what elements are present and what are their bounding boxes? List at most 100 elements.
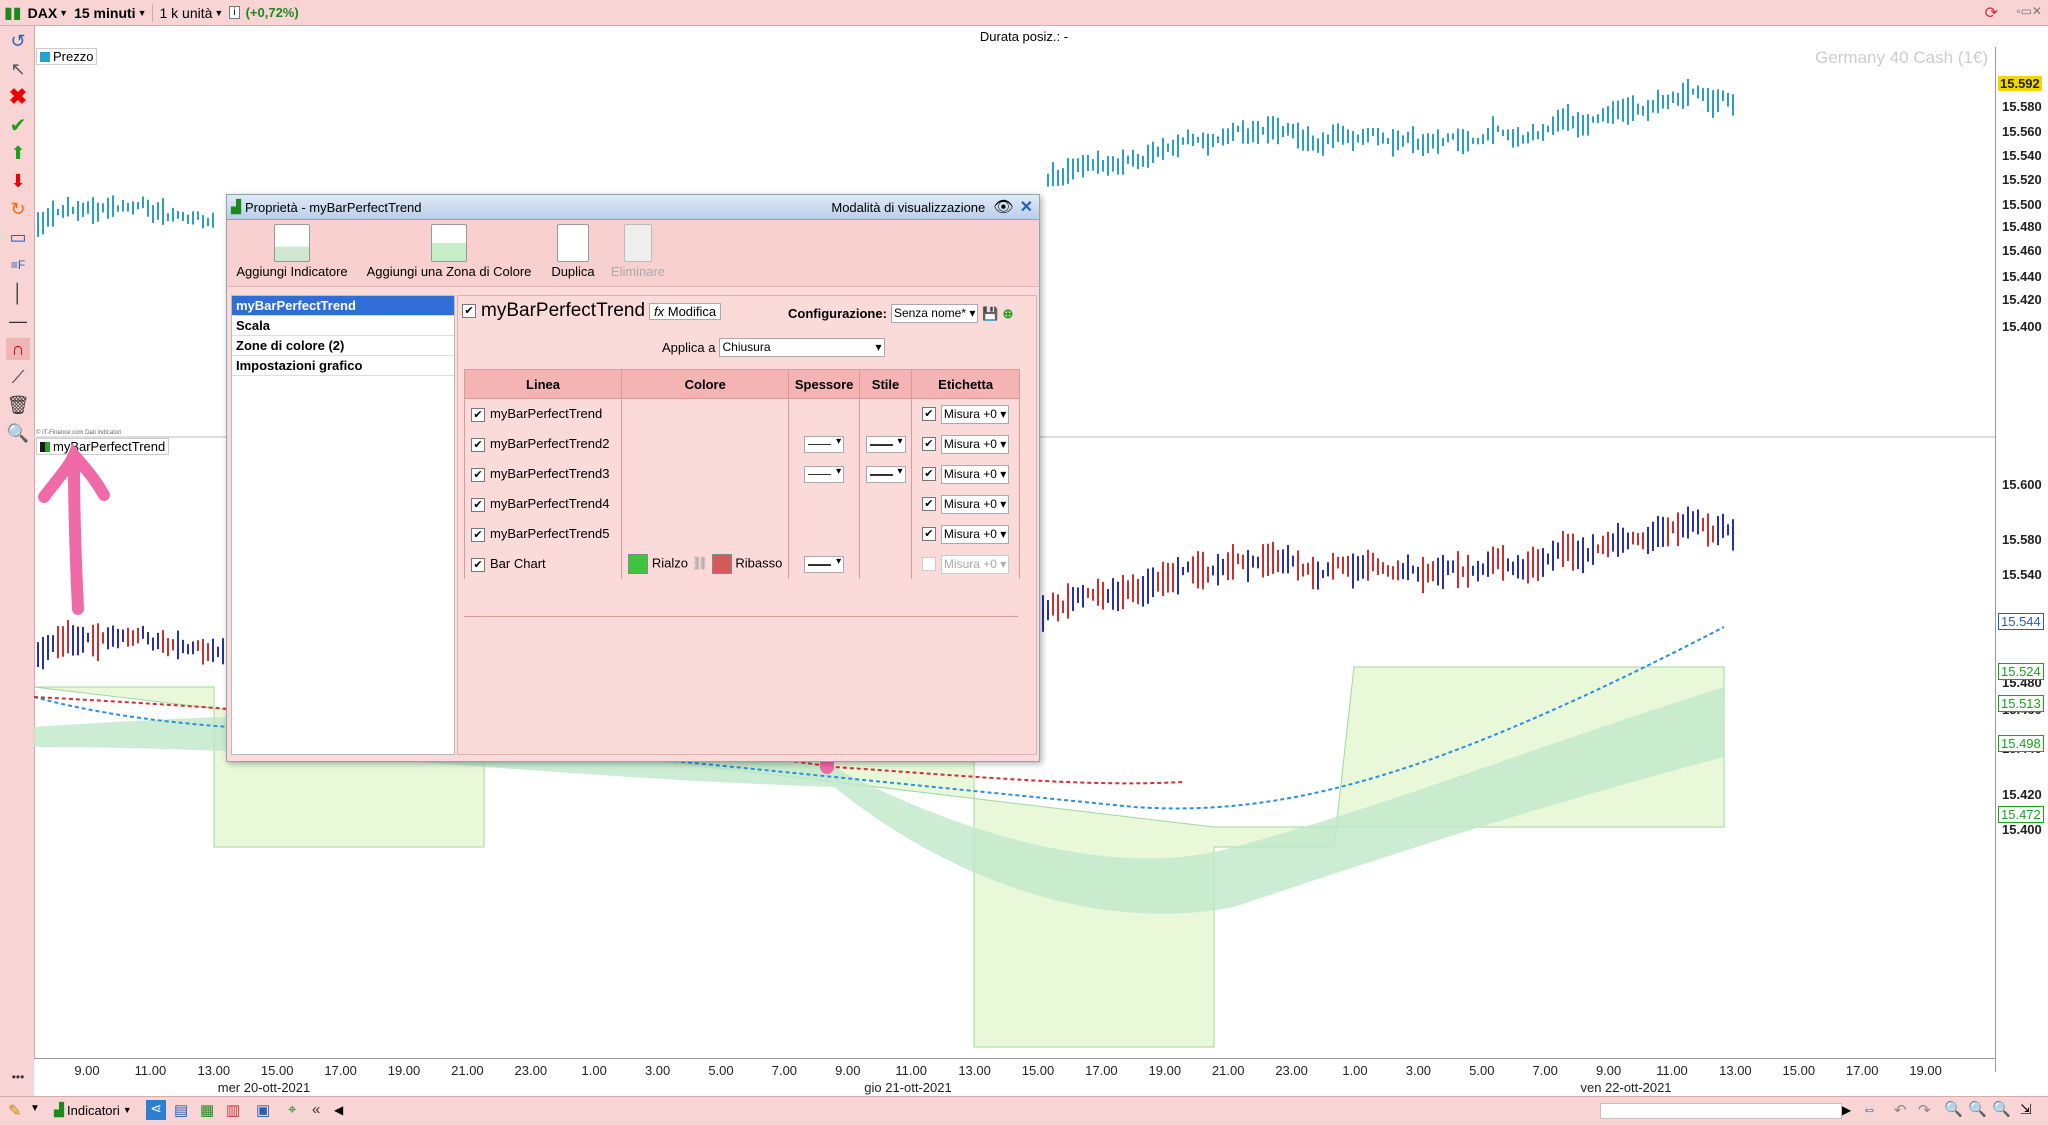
delete-x-icon[interactable]: ✖ [8, 84, 28, 109]
price-tick: 15.420 [2002, 787, 2042, 802]
down-label: Ribasso [735, 555, 783, 571]
indicator-checkbox[interactable]: ✔ [462, 304, 476, 318]
more-icon[interactable]: ••• [11, 1070, 25, 1084]
label-checkbox[interactable]: ✔ [921, 527, 936, 541]
sync-icon[interactable]: ⟳ [1984, 5, 1998, 22]
line-checkbox[interactable]: ✔ [471, 527, 485, 542]
modify-button[interactable]: fx Modifica [649, 302, 722, 320]
label-checkbox[interactable]: ✔ [921, 467, 936, 481]
add-color-zone-button[interactable]: Aggiungi una Zona di Colore [361, 224, 537, 282]
zoom-in-icon[interactable]: 🔍 [1992, 1101, 2011, 1118]
line-checkbox[interactable]: ✔ [471, 467, 485, 482]
time-tick: 3.00 [1405, 1063, 1432, 1078]
label-select[interactable]: Misura +0 ▾ [940, 524, 1010, 544]
style-select[interactable] [865, 435, 906, 453]
price-axis[interactable]: 15.600 15.580 15.560 15.540 15.520 15.500 15.4… [1995, 47, 2048, 1072]
label-select[interactable]: Misura +0 ▾ [940, 494, 1010, 514]
chevron-down-icon[interactable]: ▼ [30, 1103, 40, 1114]
thickness-select[interactable] [804, 465, 845, 483]
label-checkbox[interactable]: ✔ [921, 497, 936, 511]
delete-button[interactable]: Eliminare [605, 224, 671, 282]
vertical-line-icon[interactable]: │ [12, 282, 24, 303]
window-icon[interactable]: ▣ [256, 1102, 271, 1119]
info-icon[interactable]: i [229, 6, 240, 19]
indicators-button[interactable]: ▟ Indicatori ▼ [50, 1100, 136, 1120]
double-left-icon[interactable]: « [312, 1101, 321, 1118]
duplicate-button[interactable]: Duplica [545, 224, 601, 282]
line-checkbox[interactable]: ✔ [471, 557, 485, 572]
up-color-swatch[interactable] [628, 554, 649, 574]
magnifier-icon[interactable]: 🔍 [6, 422, 30, 443]
screener-icon[interactable]: ▥ [226, 1102, 241, 1119]
segment-tool-icon[interactable]: ⟋ [11, 366, 25, 387]
apply-select[interactable]: Chiusura ▾ [719, 338, 886, 357]
horizontal-line-icon[interactable]: — [9, 310, 27, 331]
window-controls-icon[interactable]: ▫▭✕ [2016, 4, 2042, 18]
link-icon[interactable]: ⛓ [691, 555, 709, 571]
rectangle-tool-icon[interactable]: ▭ [9, 226, 27, 247]
horizontal-scrollbar[interactable] [1600, 1103, 1842, 1119]
indicator-enable[interactable]: ✔ myBarPerfectTrend fx Modifica [462, 300, 722, 322]
comment-icon[interactable]: ▤ [174, 1102, 189, 1119]
save-icon[interactable]: 💾 [982, 305, 999, 321]
candle-icon[interactable]: ▮▮ [4, 4, 22, 22]
crosshair-icon[interactable]: ⌖ [288, 1101, 297, 1118]
units-select[interactable]: 1 k unità ▼ [159, 5, 223, 21]
arrow-down-icon[interactable]: ⬇ [10, 170, 26, 191]
label-select[interactable]: Misura +0 ▾ [940, 404, 1010, 424]
check-icon[interactable]: ✔ [9, 114, 27, 137]
scroll-left-icon[interactable]: ◀ [334, 1103, 344, 1117]
undo-zoom-icon[interactable]: ↺ [10, 30, 26, 51]
tree-item-indicator[interactable]: myBarPerfectTrend [232, 296, 454, 316]
time-tick: 1.00 [1342, 1063, 1368, 1078]
line-checkbox[interactable]: ✔ [471, 437, 485, 452]
price-legend[interactable]: Prezzo [36, 48, 98, 65]
fit-icon[interactable]: ⇔ [1862, 1101, 1877, 1118]
close-icon[interactable]: ✕ [1019, 199, 1033, 216]
tree-item-color-zones[interactable]: Zone di colore (2) [232, 336, 454, 356]
magnet-icon[interactable]: ∩ [6, 338, 30, 360]
redo-icon[interactable]: ↷ [1918, 1102, 1931, 1119]
thickness-select[interactable] [804, 435, 845, 453]
add-config-icon[interactable]: ⊕ [1002, 305, 1014, 321]
style-select[interactable] [865, 465, 906, 483]
price-change: (+0,72%) [245, 5, 299, 20]
line-checkbox[interactable]: ✔ [471, 497, 485, 512]
col-header-color: Colore [621, 369, 790, 399]
tree-item-scale[interactable]: Scala [232, 316, 454, 336]
label-select[interactable]: Misura +0 ▾ [940, 554, 1010, 574]
curve-tool-icon[interactable]: ↻ [10, 198, 26, 219]
tree-item-chart-settings[interactable]: Impostazioni grafico [232, 356, 454, 376]
trash-icon[interactable]: 🗑 [6, 394, 30, 415]
time-axis[interactable]: 9.00 11.00 13.00 15.00 17.00 19.00 21.00 23.00 1… [34, 1058, 1995, 1097]
zoom-area-icon[interactable]: 🔍 [1944, 1101, 1963, 1118]
calculator-icon[interactable]: ▦ [200, 1102, 215, 1119]
add-indicator-button[interactable]: Aggiungi Indicatore [233, 224, 351, 282]
instrument-select[interactable]: DAX ▼ [28, 5, 68, 21]
label-checkbox[interactable]: ✔ [921, 437, 936, 451]
fibonacci-icon[interactable]: ≡F [10, 258, 26, 272]
pointer-icon[interactable]: ↖ [10, 58, 26, 79]
thickness-select[interactable] [804, 555, 845, 573]
indicator-value-badge: 15.544 [1998, 613, 2044, 630]
pencil-icon[interactable]: ✎ [8, 1103, 22, 1120]
table-row: ✔ myBarPerfectTrend4 ✔ Misura +0 ▾ [463, 489, 1020, 519]
zoom-out-icon[interactable]: 🔍 [1968, 1101, 1987, 1118]
label-select[interactable]: Misura +0 ▾ [940, 434, 1010, 454]
eye-icon[interactable]: 👁 [993, 199, 1014, 216]
label-checkbox[interactable] [921, 557, 936, 571]
dialog-titlebar[interactable]: ▟ Proprietà - myBarPerfectTrend Modalità… [227, 195, 1039, 220]
down-color-swatch[interactable] [711, 554, 732, 574]
config-select[interactable]: Senza nome* ▾ [890, 304, 979, 323]
chevron-down-icon: ▼ [137, 7, 147, 18]
label-checkbox[interactable]: ✔ [921, 407, 936, 421]
scroll-right-icon[interactable]: ▶ [1842, 1103, 1852, 1117]
undo-icon[interactable]: ↶ [1894, 1102, 1907, 1119]
settings-icon[interactable]: ⇲ [2020, 1101, 2032, 1117]
timeframe-select[interactable]: 15 minuti ▼ [74, 5, 146, 21]
label-select[interactable]: Misura +0 ▾ [940, 464, 1010, 484]
duplicate-icon [557, 224, 589, 262]
share-icon[interactable]: ⋖ [146, 1100, 166, 1120]
arrow-up-icon[interactable]: ⬆ [10, 142, 26, 163]
line-checkbox[interactable]: ✔ [471, 407, 485, 422]
